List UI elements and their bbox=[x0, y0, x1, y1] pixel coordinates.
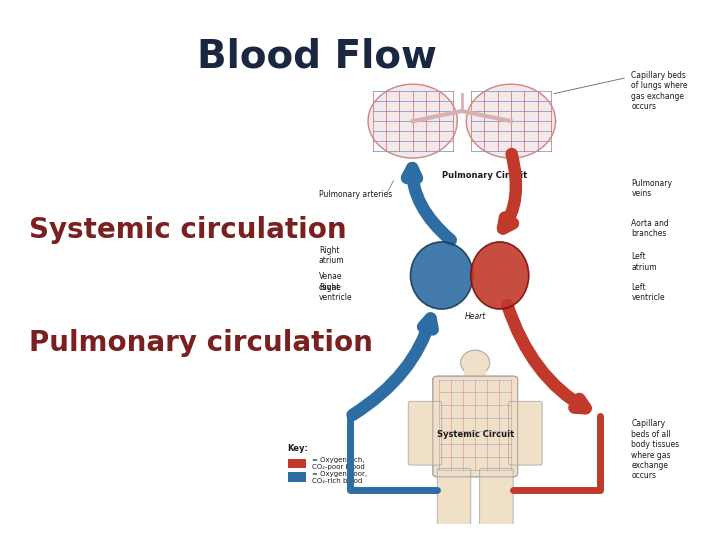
Text: Systemic circulation: Systemic circulation bbox=[29, 215, 346, 244]
Text: Left
ventricle: Left ventricle bbox=[631, 282, 665, 302]
Text: Capillary
beds of all
body tissues
where gas
exchange
occurs: Capillary beds of all body tissues where… bbox=[631, 420, 680, 481]
Text: Systemic Circuit: Systemic Circuit bbox=[436, 430, 514, 439]
Ellipse shape bbox=[410, 242, 473, 309]
Bar bbox=[288, 459, 305, 468]
Text: = Oxygen poor,
CO₂-rich blood: = Oxygen poor, CO₂-rich blood bbox=[312, 471, 367, 484]
Text: Key:: Key: bbox=[288, 444, 309, 454]
Text: Pulmonary Circuit: Pulmonary Circuit bbox=[441, 172, 527, 180]
Text: Left
atrium: Left atrium bbox=[631, 252, 657, 272]
FancyBboxPatch shape bbox=[464, 361, 487, 386]
FancyBboxPatch shape bbox=[480, 468, 513, 536]
Text: Pulmonary arteries: Pulmonary arteries bbox=[319, 191, 392, 199]
Text: Aorta and
branches: Aorta and branches bbox=[631, 219, 669, 238]
Text: = Oxygen rich,
CO₂-poor blood: = Oxygen rich, CO₂-poor blood bbox=[312, 457, 365, 470]
Ellipse shape bbox=[471, 242, 528, 309]
Text: Blood Flow: Blood Flow bbox=[197, 38, 437, 76]
Polygon shape bbox=[368, 84, 457, 158]
FancyBboxPatch shape bbox=[433, 376, 518, 477]
Text: Venae
cavae: Venae cavae bbox=[319, 273, 343, 292]
Text: Right
atrium: Right atrium bbox=[319, 246, 345, 265]
Polygon shape bbox=[467, 84, 556, 158]
Text: Capillary beds
of lungs where
gas exchange
occurs: Capillary beds of lungs where gas exchan… bbox=[631, 71, 688, 111]
Ellipse shape bbox=[461, 350, 490, 375]
Text: Right
ventricle: Right ventricle bbox=[319, 282, 353, 302]
FancyBboxPatch shape bbox=[508, 401, 542, 465]
Text: Pulmonary
veins: Pulmonary veins bbox=[631, 179, 672, 198]
FancyBboxPatch shape bbox=[437, 468, 471, 536]
FancyBboxPatch shape bbox=[408, 401, 441, 465]
Text: Pulmonary circulation: Pulmonary circulation bbox=[29, 329, 373, 357]
Text: Heart: Heart bbox=[464, 312, 486, 321]
Bar bbox=[288, 472, 305, 482]
